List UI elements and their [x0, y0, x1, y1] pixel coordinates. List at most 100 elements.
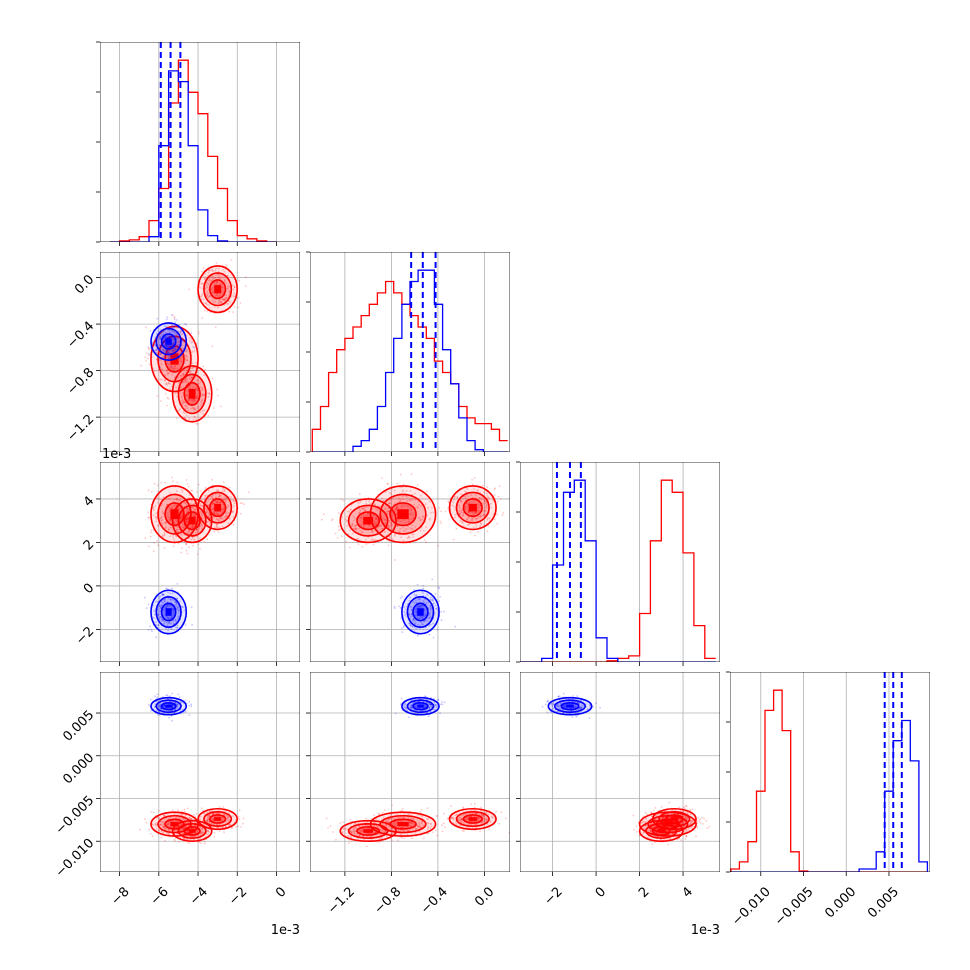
- red-sample-point: [196, 813, 198, 815]
- red-sample-point: [220, 406, 222, 408]
- blue-sample-point: [148, 629, 150, 631]
- red-sample-point: [342, 821, 344, 823]
- red-sample-point: [149, 364, 151, 366]
- red-sample-point: [150, 833, 152, 835]
- red-sample-point: [203, 267, 205, 269]
- panel-2-1: [310, 462, 510, 662]
- red-sample-point: [401, 810, 403, 812]
- red-sample-point: [145, 537, 147, 539]
- blue-sample-point: [185, 324, 187, 326]
- red-sample-point: [321, 519, 323, 521]
- red-sample-point: [212, 346, 214, 348]
- blue-sample-point: [428, 634, 430, 636]
- red-sample-point: [222, 806, 224, 808]
- red-sample-point: [439, 507, 441, 509]
- blue-sample-point: [398, 606, 400, 608]
- red-sample-point: [509, 832, 511, 834]
- blue-sample-point: [422, 585, 424, 587]
- red-sample-point: [240, 502, 242, 504]
- blue-sample-point: [150, 629, 152, 631]
- red-sample-point: [237, 825, 239, 827]
- red-sample-point: [219, 830, 221, 832]
- red-sample-point: [181, 810, 183, 812]
- red-sample-point: [335, 839, 337, 841]
- blue-sample-point: [174, 321, 176, 323]
- blue-sample-point: [188, 714, 190, 716]
- blue-sample-point: [184, 355, 186, 357]
- blue-sample-point: [192, 346, 194, 348]
- blue-sample-point: [402, 631, 404, 633]
- red-sample-point: [496, 514, 498, 516]
- red-sample-point: [151, 529, 153, 531]
- red-sample-point: [436, 815, 438, 817]
- red-sample-point: [350, 840, 352, 842]
- red-sample-point: [152, 835, 154, 837]
- red-sample-point: [204, 310, 206, 312]
- red-sample-point: [218, 531, 220, 533]
- blue-sample-point: [147, 346, 149, 348]
- red-sample-point: [204, 843, 206, 845]
- red-sample-point: [192, 545, 194, 547]
- blue-sample-point: [433, 637, 435, 639]
- red-sample-point: [184, 809, 186, 811]
- red-density-peak: [214, 285, 221, 293]
- blue-sample-point: [149, 625, 151, 627]
- blue-sample-point: [155, 636, 157, 638]
- red-sample-point: [151, 811, 153, 813]
- red-sample-point: [164, 840, 166, 842]
- red-sample-point: [148, 517, 150, 519]
- blue-sample-point: [440, 611, 442, 613]
- red-sample-point: [447, 500, 449, 502]
- red-sample-point: [160, 482, 162, 484]
- red-sample-point: [427, 807, 429, 809]
- blue-density-peak: [166, 608, 172, 616]
- blue-sample-point: [156, 696, 158, 698]
- blue-sample-point: [191, 624, 193, 626]
- blue-sample-point: [167, 363, 169, 365]
- red-sample-point: [348, 842, 350, 844]
- red-sample-point: [148, 349, 150, 351]
- red-sample-point: [327, 827, 329, 829]
- blue-sample-point: [171, 588, 173, 590]
- red-sample-point: [456, 528, 458, 530]
- blue-sample-point: [439, 596, 441, 598]
- red-sample-point: [362, 546, 364, 548]
- red-sample-point: [203, 541, 205, 543]
- red-sample-point: [234, 306, 236, 308]
- red-sample-point: [204, 841, 206, 843]
- red-sample-point: [471, 479, 473, 481]
- red-sample-point: [474, 535, 476, 537]
- red-sample-point: [144, 818, 146, 820]
- blue-sample-point: [443, 611, 445, 613]
- red-sample-point: [147, 358, 149, 360]
- red-sample-point: [345, 541, 347, 543]
- blue-sample-point: [157, 694, 159, 696]
- red-sample-point: [439, 520, 441, 522]
- blue-sample-point: [148, 353, 150, 355]
- red-sample-point: [373, 814, 375, 816]
- red-sample-point: [184, 811, 186, 813]
- blue-sample-point: [413, 589, 415, 591]
- red-sample-point: [400, 474, 402, 476]
- red-sample-point: [228, 311, 230, 313]
- red-sample-point: [186, 550, 188, 552]
- red-sample-point: [215, 327, 217, 329]
- blue-sample-point: [150, 699, 152, 701]
- blue-sample-point: [183, 362, 185, 364]
- blue-density-contours: [151, 698, 186, 715]
- red-sample-point: [153, 550, 155, 552]
- red-sample-point: [339, 822, 341, 824]
- red-sample-point: [166, 405, 168, 407]
- blue-sample-point: [191, 606, 193, 608]
- red-sample-point: [173, 545, 175, 547]
- red-sample-point: [245, 276, 247, 278]
- red-sample-point: [424, 539, 426, 541]
- red-sample-point: [219, 806, 221, 808]
- red-sample-point: [154, 542, 156, 544]
- red-sample-point: [157, 490, 159, 492]
- corner-plot: −8 −6 −4 −2 01e-3−1.2 −0.8 −0.4 0.0 −2 0 2 41e-3−0.…: [0, 0, 970, 970]
- red-sample-point: [384, 809, 386, 811]
- red-sample-point: [213, 407, 215, 409]
- red-sample-point: [482, 485, 484, 487]
- red-sample-point: [148, 829, 150, 831]
